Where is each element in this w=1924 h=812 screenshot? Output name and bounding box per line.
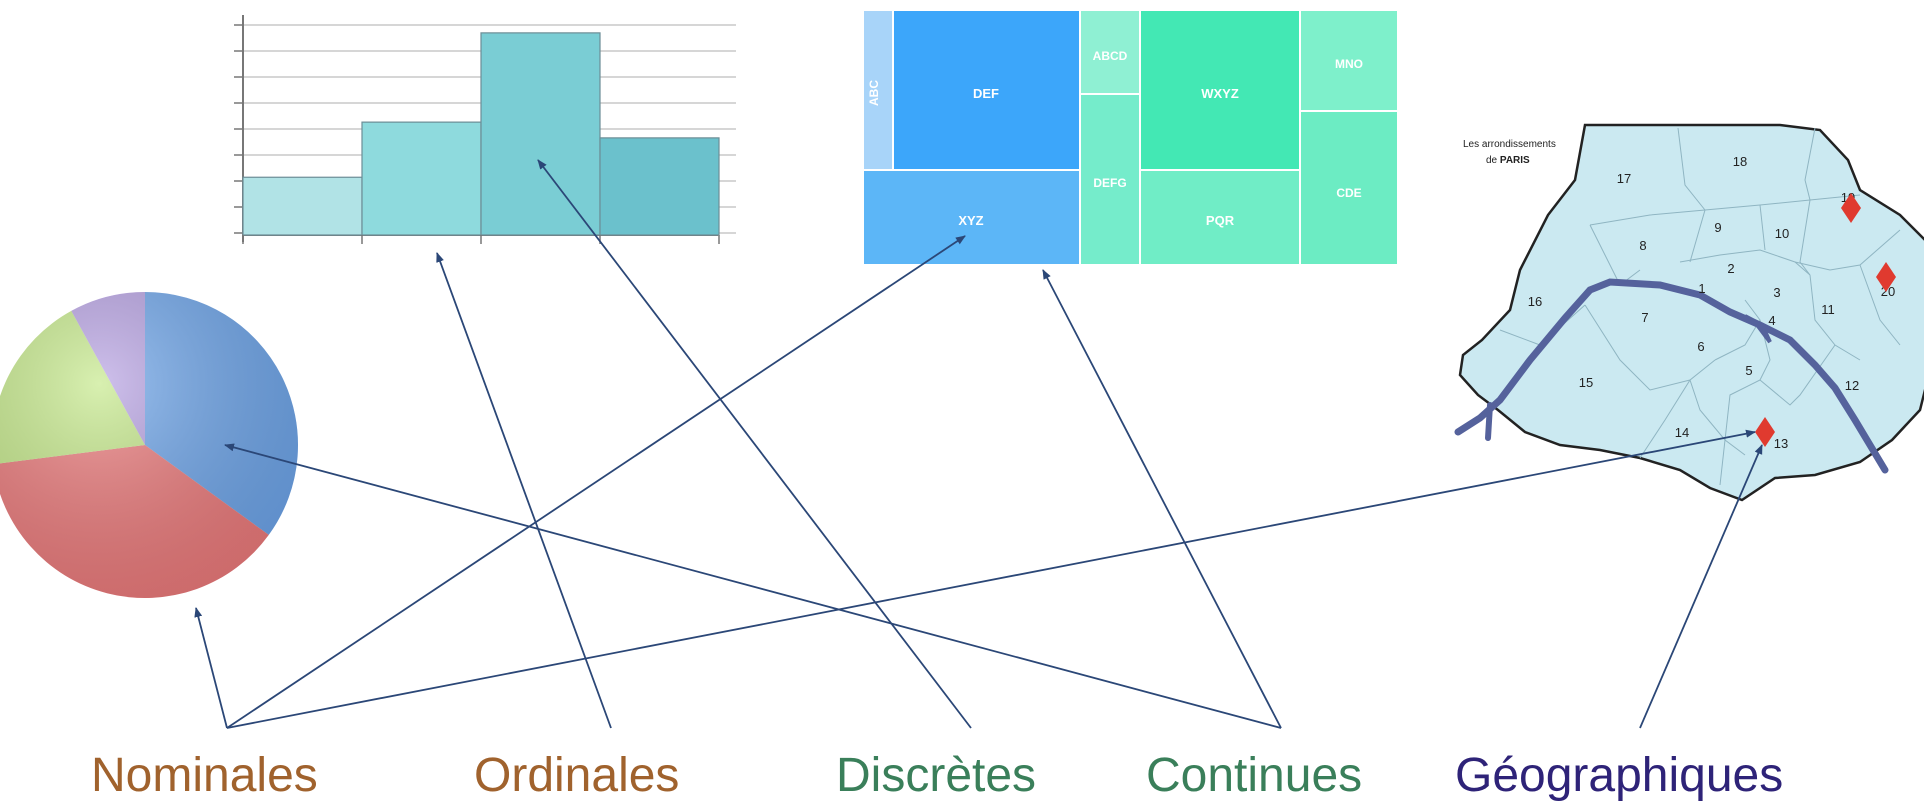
arrow-ordinales-to-histogram [436,252,612,729]
district-label: 13 [1774,436,1788,451]
pie-shading [0,292,298,598]
arrow-nominales-to-treemap [226,235,966,729]
district-label: 8 [1639,238,1646,253]
arrow-discretes-to-histogram [537,159,972,729]
label-discretes: Discrètes [836,749,1037,802]
treemap-label-xyz: XYZ [958,213,983,228]
treemap-cell-cde: CDE [1299,110,1399,266]
district-label: 1 [1698,281,1705,296]
district-label: 6 [1697,339,1704,354]
treemap-label-wxyz: WXYZ [1201,86,1239,101]
map-title-line2: de PARIS [1486,155,1530,166]
marker-diamond [1876,262,1896,292]
district-label: 4 [1768,313,1775,328]
histogram-bar [480,32,601,236]
district-label: 17 [1617,171,1631,186]
treemap-label-def: DEF [973,86,999,101]
district-label: 9 [1714,220,1721,235]
district-label: 2 [1727,261,1734,276]
arrow-nominales-to-pie-bottom [194,607,228,729]
treemap-label-pqr: PQR [1206,213,1235,228]
district-numbers: 1 2 3 4 5 6 7 8 9 10 11 12 13 14 15 16 1… [1528,154,1895,451]
district-label: 15 [1579,375,1593,390]
treemap-label-mno: MNO [1335,57,1363,71]
treemap-cell-xyz: XYZ [862,169,1081,266]
district-label: 5 [1745,363,1752,378]
treemap-cell-abcd: ABCD [1079,9,1141,95]
histogram-bar [599,137,720,236]
treemap-cell-def: DEF [892,9,1081,171]
histogram-bar [361,121,482,236]
treemap-chart: ABC DEF XYZ ABCD DEFG WXYZ PQR MNO [862,9,1399,266]
treemap-cell-defg: DEFG [1079,93,1141,266]
treemap-cell-abc: ABC [862,9,894,171]
treemap-cell-pqr: PQR [1139,169,1301,266]
arrow-geographiques-to-map [1639,444,1763,729]
district-label: 7 [1641,310,1648,325]
district-label: 10 [1775,226,1789,241]
seine-branch [1485,402,1493,441]
treemap-label-abcd: ABCD [1093,49,1128,63]
paris-map: Les arrondissements de PARIS [1454,123,1924,502]
paris-outline [1458,123,1924,502]
district-label: 14 [1675,425,1689,440]
connector-arrows [194,159,1763,729]
district-label: 12 [1845,378,1859,393]
seine-island-loop [1729,310,1772,344]
seine-river [1454,278,1889,474]
treemap-cell-mno: MNO [1299,9,1399,112]
histogram-bars [242,32,720,244]
treemap-label-defg: DEFG [1093,176,1126,190]
district-label: 11 [1821,302,1835,317]
district-label: 18 [1733,154,1747,169]
treemap-label-abc: ABC [867,80,881,106]
label-continues: Continues [1146,749,1363,802]
arrow-nominales-to-map [226,429,1756,729]
histogram-chart [234,15,736,244]
pie-chart [0,292,299,598]
treemap-cell-wxyz: WXYZ [1139,9,1301,171]
district-label: 16 [1528,294,1542,309]
label-geographiques: Géographiques [1455,749,1784,802]
arrow-continues-to-treemap [1042,269,1282,729]
district-label: 3 [1773,285,1780,300]
marker-diamond [1755,417,1775,447]
treemap-label-cde: CDE [1336,186,1361,200]
histogram-bar [242,176,363,236]
label-ordinales: Ordinales [474,749,680,802]
label-nominales: Nominales [91,749,318,802]
district-boundaries [1499,127,1901,486]
map-title-line1: Les arrondissements [1463,139,1556,150]
map-markers [1755,193,1896,447]
arrow-continues-to-pie [224,443,1282,729]
marker-diamond [1841,193,1861,223]
